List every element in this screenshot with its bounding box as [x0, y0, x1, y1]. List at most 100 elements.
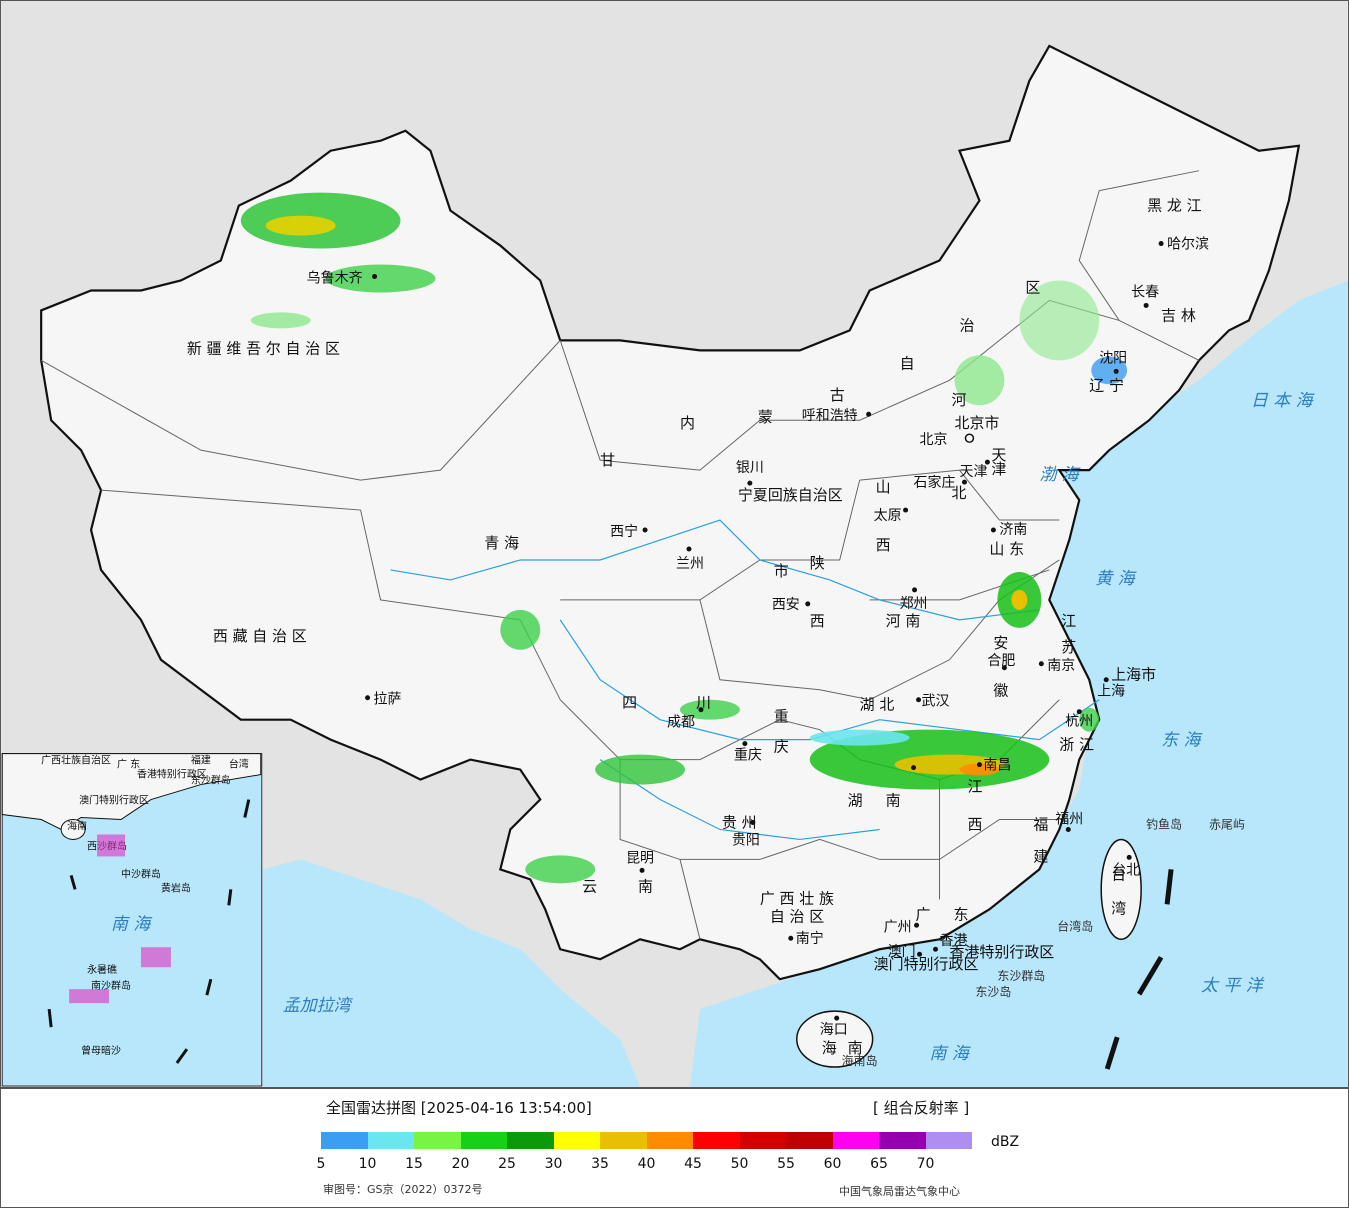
province-guizhou: 贵 州: [722, 813, 757, 831]
city-guiyang: 贵阳: [732, 832, 760, 848]
scale-tick-label: 40: [637, 1156, 656, 1172]
province-tianjin-1: 天: [991, 446, 1006, 464]
city-guangzhou: 广州: [884, 919, 912, 935]
province-xinjiang: 新 疆 维 吾 尔 自 治 区: [187, 339, 340, 357]
color-swatch: [414, 1132, 461, 1149]
island-taiwan: 台湾岛: [1057, 918, 1093, 933]
city-shanghai: 上海: [1097, 684, 1125, 700]
color-swatch: [739, 1132, 786, 1149]
city-kunming: 昆明: [626, 850, 654, 866]
scale-tick-label: 30: [544, 1156, 563, 1172]
inset-yongshu: 永暑礁: [87, 963, 117, 976]
province-shaanxi-1: 陕: [810, 554, 825, 572]
island-chiwei: 赤尾屿: [1209, 817, 1245, 831]
city-hohhot: 呼和浩特: [802, 408, 858, 424]
province-neimenggu-2: 蒙: [758, 408, 773, 426]
bay-of-bengal: [262, 859, 641, 1087]
island-dongsha-group: 东沙群岛: [997, 968, 1045, 983]
province-guangxi-2: 自 治 区: [770, 907, 824, 925]
scale-tick-label: 50: [730, 1156, 749, 1172]
island-diaoyu: 钓鱼岛: [1146, 816, 1182, 831]
province-chongqing-1: 重: [774, 708, 789, 726]
province-yunnan-2: 南: [638, 877, 653, 895]
radar-map: 黑 龙 江 吉 林 辽 宁 内 蒙 古 自 治 区 河 北 山 西 山 东 江 …: [0, 0, 1349, 1088]
scale-tick-label: 60: [823, 1156, 842, 1172]
province-neimenggu-6: 区: [1025, 278, 1040, 296]
province-heilongjiang: 黑 龙 江: [1147, 197, 1201, 215]
province-guangdong-2: 东: [953, 905, 968, 923]
province-anhui-1: 安: [993, 634, 1008, 652]
province-shanxi-2: 西: [876, 536, 891, 554]
color-swatch: [321, 1132, 368, 1149]
city-hefei: 合肥: [987, 653, 1015, 669]
province-sichuan-2: 川: [696, 694, 711, 712]
hainan-island: [796, 1010, 874, 1068]
province-neimenggu-1: 内: [680, 414, 695, 432]
scale-tick-label: 70: [916, 1156, 935, 1172]
city-tianjin: 天津: [959, 464, 987, 480]
city-labels: 哈尔滨 长春 沈阳 呼和浩特 北京 天津 石家庄 太原 济南 郑州 西安 银川 …: [307, 237, 1209, 1039]
sea-south: 南 海: [930, 1043, 971, 1063]
province-jilin: 吉 林: [1161, 306, 1196, 324]
color-scale-bar: [321, 1132, 972, 1149]
city-haikou: 海口: [820, 1022, 848, 1038]
province-hebei-2: 北: [951, 484, 966, 502]
province-hunan-2: 南: [886, 792, 901, 810]
province-city-label: 市: [774, 562, 789, 580]
map-approval-number: 审图号：GS京（2022）0372号: [323, 1183, 483, 1196]
scale-tick-label: 20: [451, 1156, 470, 1172]
inset-macau: 澳门特别行政区: [79, 794, 149, 807]
province-xizang: 西 藏 自 治 区: [213, 627, 307, 645]
city-harbin: 哈尔滨: [1167, 237, 1209, 253]
city-hongkong: 香港: [940, 933, 968, 949]
province-chongqing-2: 庆: [774, 738, 789, 756]
city-shijiazhuang: 石家庄: [914, 474, 956, 491]
province-anhui-2: 徽: [993, 682, 1008, 700]
province-hebei-1: 河: [951, 391, 966, 409]
color-swatch: [460, 1132, 507, 1149]
island-hainan: 海南岛: [842, 1053, 878, 1068]
data-source: 中国气象局雷达气象中心: [839, 1185, 960, 1198]
city-lanzhou: 兰州: [676, 556, 704, 572]
province-jiangxi-1: 江: [967, 778, 982, 796]
province-hainan-2: 南: [848, 1039, 863, 1057]
legend-panel: 全国雷达拼图 [2025-04-16 13:54:00] [ 组合反射率 ] d…: [0, 1088, 1349, 1208]
city-shenyang: 沈阳: [1099, 350, 1127, 366]
city-macau: 澳门: [888, 944, 916, 960]
city-beijing: 北京: [920, 432, 948, 448]
province-neimenggu-3: 古: [830, 386, 845, 404]
color-swatch: [786, 1132, 833, 1149]
province-macau: 澳门特别行政区: [874, 955, 979, 973]
province-guangdong-1: 广: [916, 905, 931, 923]
sea-pacific: 太 平 洋: [1201, 975, 1265, 995]
city-xining: 西宁: [610, 523, 638, 540]
sea-bengal: 孟加拉湾: [283, 995, 354, 1015]
color-swatch: [600, 1132, 647, 1149]
province-zhejiang: 浙 江: [1059, 736, 1094, 754]
inset-huangyan: 黄岩岛: [161, 881, 191, 894]
province-neimenggu-4: 自: [900, 354, 915, 372]
inset-fujian: 福建: [191, 754, 211, 767]
color-swatch: [693, 1132, 740, 1149]
province-taiwan-1: 台: [1111, 865, 1126, 883]
inset-sea-label: 南 海: [111, 913, 152, 933]
legend-title: 全国雷达拼图 [2025-04-16 13:54:00]: [326, 1099, 592, 1117]
south-china-sea-inset: 广西壮族自治区 广 东 福建 台湾 香港特别行政区 澳门特别行政区 海南 东沙群…: [1, 753, 263, 1087]
east-sea: [689, 280, 1348, 1087]
province-fujian-1: 福: [1033, 815, 1048, 833]
scale-tick-label: 35: [591, 1156, 609, 1172]
province-jiangsu-2: 苏: [1061, 638, 1076, 656]
city-wuhan: 武汉: [922, 694, 950, 710]
province-guangxi-1: 广 西 壮 族: [760, 889, 834, 907]
color-swatch: [832, 1132, 879, 1149]
province-sichuan-1: 四: [622, 694, 637, 712]
inset-zengmu: 曾母暗沙: [81, 1044, 121, 1057]
color-swatch: [367, 1132, 414, 1149]
city-lhasa: 拉萨: [374, 692, 402, 708]
province-taiwan-2: 湾: [1111, 899, 1126, 917]
sea-yellow: 黄 海: [1095, 568, 1136, 588]
island-dongsha: 东沙岛: [975, 984, 1011, 999]
province-hainan-1: 海: [822, 1039, 837, 1057]
rivers: [390, 519, 1100, 841]
sea-bohai: 渤 海: [1039, 464, 1080, 484]
